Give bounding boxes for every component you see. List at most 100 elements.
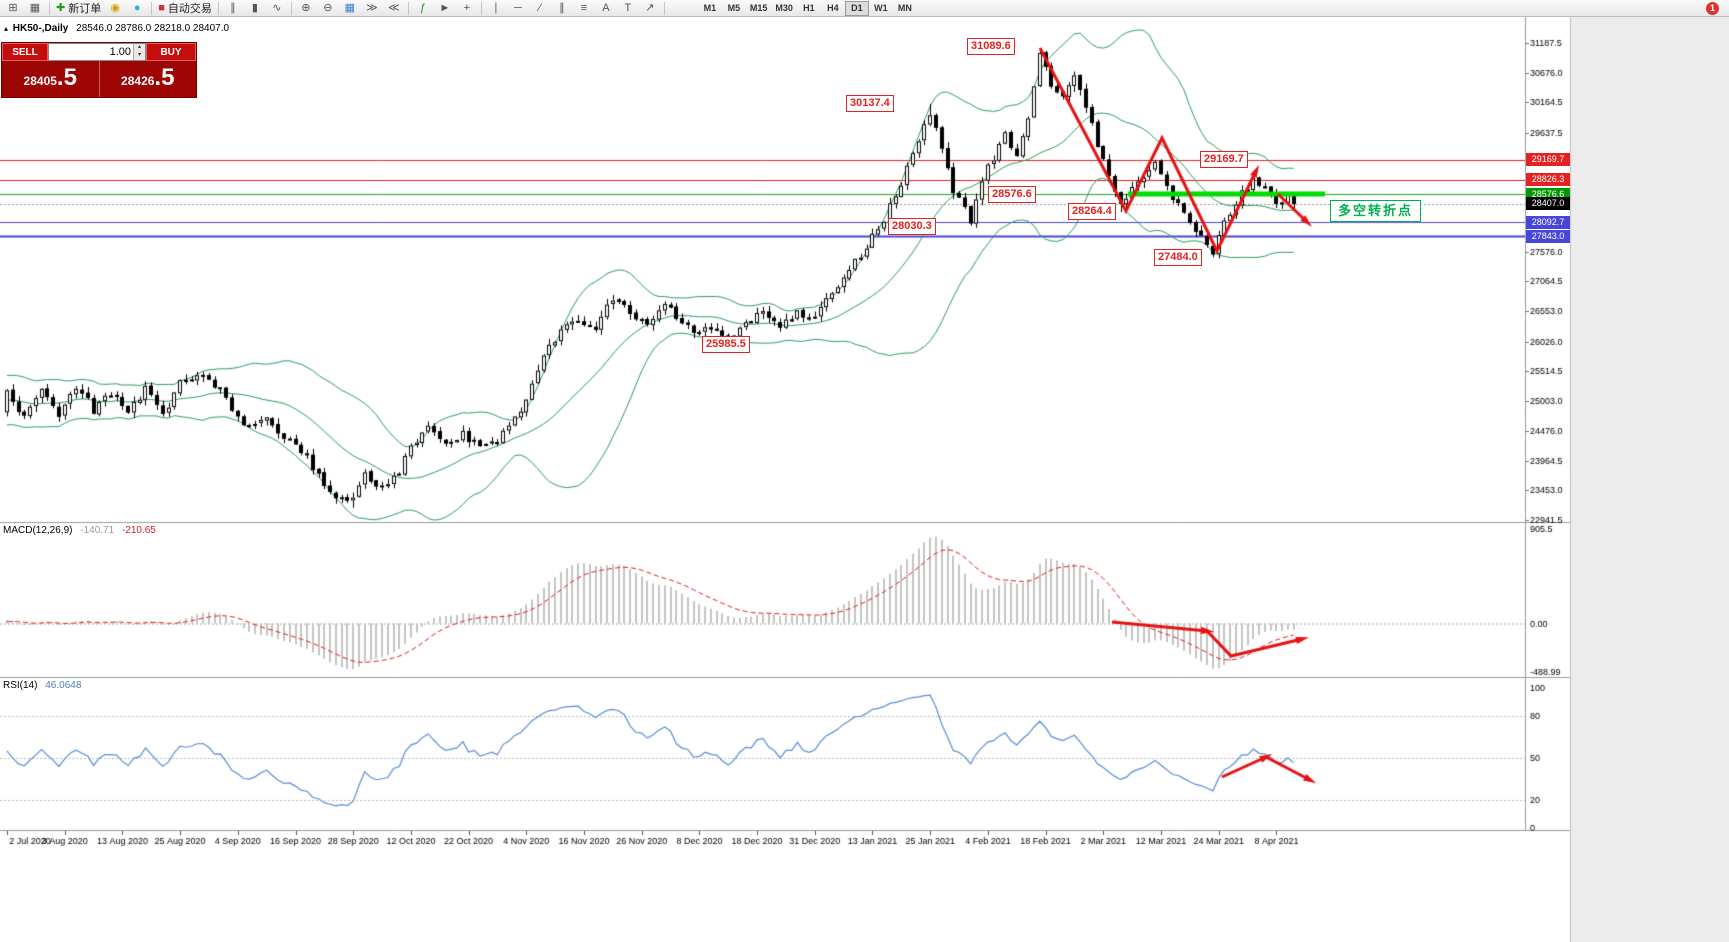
timeframe-m30-button[interactable]: M30 <box>771 1 797 16</box>
toolbar-separator <box>151 1 153 15</box>
new-order-icon: ✚ <box>56 1 66 14</box>
trendline-button[interactable]: ∕ <box>529 1 551 16</box>
timeframe-m1-button[interactable]: M1 <box>698 1 722 16</box>
history-center-icon: ◉ <box>110 1 121 14</box>
tile-windows-button[interactable]: ▦ <box>339 1 361 16</box>
equidistant-channel-button[interactable]: ∥ <box>551 1 573 16</box>
buy-price-big: .5 <box>154 64 175 91</box>
horizontal-line-icon: ─ <box>513 1 522 14</box>
bars-chart-icon: ∥ <box>230 1 236 14</box>
toolbar-separator <box>663 1 665 15</box>
autotrading-icon: ■ <box>158 1 165 14</box>
text-label-button[interactable]: T <box>617 1 639 16</box>
auto-scroll-button[interactable]: ≫ <box>361 1 383 16</box>
timeframe-m5-button[interactable]: M5 <box>722 1 746 16</box>
spinner-up-icon[interactable]: ▴ <box>134 44 145 52</box>
chart-shift-icon: ≪ <box>388 1 400 14</box>
macd-main-value: -140.71 <box>80 525 115 536</box>
fibonacci-button[interactable]: ≡ <box>573 1 595 16</box>
market-watch-button[interactable]: ● <box>126 1 148 16</box>
notification-badge[interactable]: 1 <box>1706 1 1719 15</box>
volume-value: 1.00 <box>109 46 131 58</box>
toolbar-separator <box>290 1 292 15</box>
text-label-icon: T <box>624 1 632 14</box>
volume-field[interactable]: 1.00 ▴ ▾ <box>48 43 146 61</box>
buy-price-small: 28426 <box>121 74 155 88</box>
sell-price[interactable]: 28405.5 <box>2 61 99 97</box>
zoom-out-button[interactable]: ⊖ <box>317 1 339 16</box>
arrows-button[interactable]: ↗ <box>639 1 661 16</box>
rsi-name: RSI(14) <box>3 680 38 691</box>
arrows-icon: ↗ <box>645 1 655 14</box>
candles-chart-button[interactable]: ▮ <box>244 1 266 16</box>
zoom-out-icon: ⊖ <box>323 1 333 14</box>
trade-panel-controls: SELL 1.00 ▴ ▾ BUY <box>2 43 196 61</box>
autotrading-button[interactable]: ■ 自动交易 <box>155 1 215 16</box>
crosshair-button[interactable]: + <box>456 1 478 16</box>
symbol-label: HK50-,Daily <box>12 23 69 34</box>
timeframe-bar: M1 M5 M15 M30 H1 H4 D1 W1 MN <box>698 0 917 16</box>
timeframe-mn-button[interactable]: MN <box>893 1 917 16</box>
volume-spinner[interactable]: ▴ ▾ <box>133 44 145 60</box>
zoom-in-button[interactable]: ⊕ <box>295 1 317 16</box>
sell-price-small: 28405 <box>23 74 57 88</box>
candles-chart-icon: ▮ <box>251 1 258 14</box>
bars-chart-button[interactable]: ∥ <box>222 1 244 16</box>
autotrading-label: 自动交易 <box>167 3 212 15</box>
chart-title: ▴ HK50-,Daily 28546.0 28786.0 28218.0 28… <box>4 23 229 34</box>
equidistant-channel-icon: ∥ <box>559 1 565 14</box>
fibonacci-icon: ≡ <box>580 1 588 14</box>
trendline-icon: ∕ <box>538 1 541 14</box>
trade-panel-prices: 28405.5 28426.5 <box>2 61 196 97</box>
one-click-trading-panel: SELL 1.00 ▴ ▾ BUY 28405.5 28426.5 <box>1 42 197 98</box>
sell-button[interactable]: SELL <box>2 43 48 61</box>
macd-indicator-label: MACD(12,26,9) -140.71 -210.65 <box>3 525 156 536</box>
toolbar-separator <box>49 1 50 15</box>
line-chart-button[interactable]: ∿ <box>266 1 288 16</box>
zoom-in-icon: ⊕ <box>301 1 311 14</box>
toolbar-items: ⊞ ▦ ✚ 新订单 ◉ ● ■ 自动交易 ∥ ▮ ∿ ⊕ ⊖ ▦ ≫ ≪ ƒ ► + ∣ ─ ∕ ∥ ≡ A T ↗ <box>2 0 668 16</box>
text-button[interactable]: A <box>595 1 617 16</box>
tile-windows-icon: ▦ <box>344 1 356 14</box>
chart-marker-icon: ▴ <box>4 24 9 33</box>
toolbar-separator <box>480 1 482 15</box>
rsi-indicator-label: RSI(14) 46.0648 <box>3 680 81 691</box>
macd-name: MACD(12,26,9) <box>3 525 73 536</box>
timeframe-h4-button[interactable]: H4 <box>821 1 845 16</box>
profiles-button[interactable]: ▦ <box>24 1 46 16</box>
vertical-line-icon: ∣ <box>493 1 499 14</box>
crosshair-icon: + <box>463 1 471 14</box>
new-order-button[interactable]: ✚ 新订单 <box>53 1 104 16</box>
sell-price-big: .5 <box>56 64 77 91</box>
timeframe-w1-button[interactable]: W1 <box>869 1 893 16</box>
indicators-button[interactable]: ƒ <box>412 1 434 16</box>
new-chart-button[interactable]: ⊞ <box>2 1 24 16</box>
macd-signal-value: -210.65 <box>121 525 156 536</box>
toolbar-separator <box>407 1 409 15</box>
new-order-label: 新订单 <box>68 3 102 15</box>
timeframe-h1-button[interactable]: H1 <box>797 1 821 16</box>
text-icon: A <box>602 1 610 14</box>
vertical-line-button[interactable]: ∣ <box>485 1 507 16</box>
timeframe-d1-button[interactable]: D1 <box>844 0 869 16</box>
buy-price[interactable]: 28426.5 <box>98 61 197 97</box>
chart-shift-button[interactable]: ≪ <box>383 1 405 16</box>
history-center-button[interactable]: ◉ <box>104 1 126 16</box>
auto-scroll-icon: ≫ <box>366 1 378 14</box>
buy-button[interactable]: BUY <box>146 43 196 61</box>
toolbar-separator <box>217 1 219 15</box>
timeframe-m15-button[interactable]: M15 <box>746 1 772 16</box>
rsi-value: 46.0648 <box>45 680 82 691</box>
cursor-button[interactable]: ► <box>434 1 456 16</box>
market-watch-icon: ● <box>133 1 141 14</box>
ohlc-readout: 28546.0 28786.0 28218.0 28407.0 <box>76 23 230 34</box>
cursor-icon: ► <box>439 1 451 14</box>
spinner-down-icon[interactable]: ▾ <box>134 52 145 60</box>
horizontal-line-button[interactable]: ─ <box>507 1 529 16</box>
main-toolbar: ⊞ ▦ ✚ 新订单 ◉ ● ■ 自动交易 ∥ ▮ ∿ ⊕ ⊖ ▦ ≫ ≪ ƒ ► + ∣ ─ ∕ ∥ ≡ A T ↗ M1 M5 M15… <box>0 0 1729 17</box>
indicators-icon: ƒ <box>419 1 426 14</box>
new-chart-icon: ⊞ <box>8 1 18 14</box>
profiles-icon: ▦ <box>29 1 41 14</box>
line-chart-icon: ∿ <box>272 1 282 14</box>
